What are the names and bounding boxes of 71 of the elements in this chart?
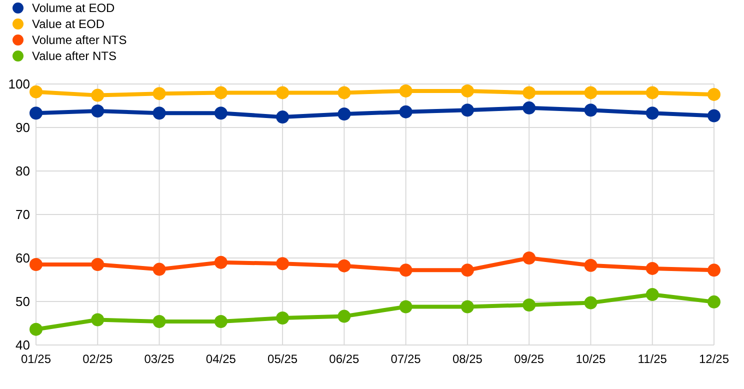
point [152,106,166,120]
legend-label: Volume after NTS [32,33,127,48]
point [460,104,474,117]
point [276,257,290,270]
point [30,106,42,120]
x-tick-label: 04/25 [206,352,236,366]
point [338,310,351,323]
point [646,262,659,275]
point [646,288,659,302]
point [276,86,290,100]
point [584,258,598,272]
point [91,88,104,102]
point [584,104,598,117]
x-tick-label: 02/25 [82,352,113,366]
point [30,85,42,98]
legend-label: Value after NTS [32,49,116,64]
y-tick-label: 40 [16,338,30,353]
point [584,296,598,310]
point [91,258,104,272]
point [460,84,474,98]
point [399,84,412,98]
legend-label: Volume at EOD [32,1,116,16]
x-tick-label: 12/25 [698,352,730,366]
point [152,87,166,100]
point [522,298,536,312]
point [338,259,351,272]
y-tick-label: 50 [16,294,30,310]
x-tick-label: 03/25 [144,352,175,366]
legend-label: Value at EOD [32,17,105,32]
x-tick-label: 08/25 [452,352,483,366]
point [522,252,536,264]
x-tick-label: 06/25 [329,352,360,366]
point [214,315,228,328]
point [708,295,720,308]
x-tick-label: 05/25 [268,352,298,366]
point [522,86,536,100]
point [152,315,166,328]
point [708,109,720,122]
point [708,264,720,277]
point [522,101,536,114]
point [646,86,659,100]
point [584,86,598,100]
x-tick-label: 01/25 [20,352,52,366]
point [214,106,228,120]
point [276,110,290,124]
point [91,104,104,118]
point [399,105,412,118]
point [338,86,351,100]
point [338,108,351,121]
y-tick-label: 90 [16,120,30,136]
point [708,88,720,101]
x-tick-label: 09/25 [514,352,544,366]
y-tick-label: 80 [16,164,30,179]
point [214,256,228,269]
point [399,264,412,277]
point [214,86,228,100]
point [276,312,290,325]
point [91,313,104,326]
x-tick-label: 10/25 [576,352,606,366]
point [646,106,659,120]
point [460,300,474,314]
x-tick-label: 11/25 [638,352,668,366]
point [152,262,166,276]
x-tick-label: 07/25 [390,352,422,366]
point [30,322,42,336]
point [460,264,474,277]
point [30,258,42,272]
y-tick-label: 100 [8,76,30,92]
y-tick-label: 70 [16,207,30,222]
point [399,300,412,314]
y-tick-label: 60 [16,250,30,266]
